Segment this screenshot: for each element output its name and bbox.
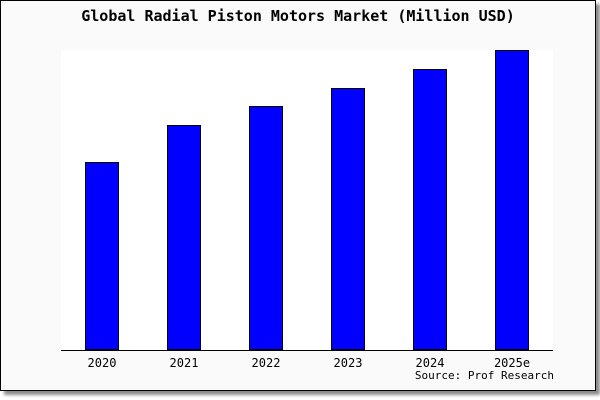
x-tick-label-2023: 2023 bbox=[333, 356, 363, 370]
bar-slot bbox=[389, 50, 471, 350]
x-axis-labels: 2020 2021 2022 2023 2024 2025e bbox=[61, 356, 553, 370]
bar-slot bbox=[61, 50, 143, 350]
bar-2020 bbox=[85, 162, 119, 350]
x-tick-label-2025e: 2025e bbox=[493, 356, 531, 370]
x-tick-label-2021: 2021 bbox=[169, 356, 199, 370]
plot-area bbox=[61, 50, 553, 351]
chart-card: Global Radial Piston Motors Market (Mill… bbox=[0, 0, 596, 391]
chart-title: Global Radial Piston Motors Market (Mill… bbox=[81, 7, 515, 25]
bar-2023 bbox=[331, 88, 365, 350]
x-tick-label-2024: 2024 bbox=[415, 356, 445, 370]
bar-slot bbox=[307, 50, 389, 350]
bar-2025e bbox=[495, 50, 529, 350]
bar-slot bbox=[143, 50, 225, 350]
x-tick-label-2020: 2020 bbox=[87, 356, 117, 370]
bar-2022 bbox=[249, 106, 283, 350]
bar-slot bbox=[225, 50, 307, 350]
bar-2021 bbox=[167, 125, 201, 350]
x-tick-label-2022: 2022 bbox=[251, 356, 281, 370]
source-note: Source: Prof Research bbox=[414, 369, 554, 382]
bar-2024 bbox=[413, 68, 447, 350]
bar-slot bbox=[471, 50, 553, 350]
